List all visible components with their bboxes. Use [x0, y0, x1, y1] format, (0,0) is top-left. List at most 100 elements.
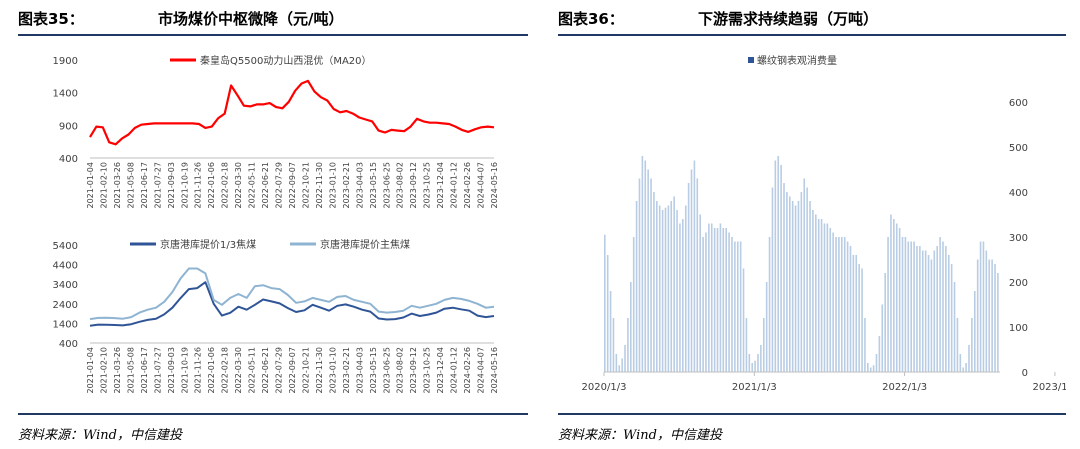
- bar: [725, 228, 727, 372]
- x-tick-label: 2024-05-16: [490, 347, 499, 394]
- bar: [615, 354, 618, 372]
- legend-label-0: 螺纹钢表观消费量: [757, 54, 837, 67]
- bar: [618, 365, 621, 372]
- legend-swatch-0: [748, 57, 754, 63]
- bar: [924, 250, 927, 372]
- thermal-coal-price-chart: 400 900 1400 1900 2021-01-04 2021-02-10 2021-0…: [53, 54, 499, 209]
- y-tick-label: 400: [59, 154, 78, 165]
- x-tick-label: 2023-04-03: [355, 162, 364, 209]
- x-tick-label: 2023-05-15: [369, 347, 378, 394]
- bar: [705, 232, 707, 372]
- bar: [661, 210, 664, 372]
- bar: [939, 237, 941, 372]
- bar: [921, 250, 924, 372]
- x-tick-label: 2021-07-27: [153, 347, 162, 394]
- bar: [687, 183, 690, 372]
- bar: [895, 223, 898, 372]
- x-tick-label: 2023-10-25: [423, 162, 432, 209]
- bar: [693, 160, 696, 372]
- bar: [638, 178, 641, 372]
- y-tick-label: 2400: [53, 300, 78, 311]
- bar: [809, 201, 811, 372]
- y-tick-label: 300: [1009, 233, 1028, 244]
- y-tick-label: 600: [1009, 98, 1028, 109]
- bar: [682, 219, 684, 372]
- bar: [684, 205, 687, 372]
- x-tick-label: 2023-02-21: [342, 347, 351, 394]
- bar: [950, 264, 953, 372]
- y-tick-label: 400: [59, 339, 78, 350]
- x-tick-label: 2022-11-30: [315, 347, 324, 394]
- y-tick-label: 1900: [53, 56, 78, 67]
- bar: [812, 210, 814, 372]
- x-tick-label: 2021-06-17: [140, 347, 149, 394]
- bar: [728, 232, 730, 372]
- bar: [604, 234, 606, 372]
- x-tick-label: 2022-10-21: [301, 162, 310, 209]
- bar: [754, 360, 756, 372]
- bar: [881, 304, 884, 372]
- x-tick-label: 2022-10-21: [301, 347, 310, 394]
- bar: [702, 237, 704, 372]
- bar: [783, 183, 785, 372]
- bar: [916, 246, 918, 372]
- x-tick-label: 2021-05-08: [126, 347, 135, 394]
- x-tick-label: 2022-01-06: [207, 347, 216, 394]
- bar: [670, 201, 673, 372]
- bar: [942, 241, 944, 372]
- x-tick-label: 2023-04-03: [355, 347, 364, 394]
- bar: [713, 228, 716, 372]
- bar: [829, 228, 832, 372]
- bar: [751, 363, 754, 372]
- bar: [656, 201, 658, 372]
- bar: [762, 318, 765, 372]
- bar: [621, 358, 623, 372]
- x-tick-label: 2023-08-02: [396, 162, 405, 209]
- y-tick-label: 0: [1022, 368, 1028, 379]
- bar: [742, 268, 745, 372]
- x-tick-label: 2023-01-10: [328, 347, 337, 394]
- legend-label-1: 京唐港库提价主焦煤: [320, 238, 410, 251]
- bar: [927, 255, 930, 372]
- y-tick-label: 3400: [53, 280, 78, 291]
- bar: [994, 264, 996, 372]
- x-tick-label: 2023-06-25: [382, 162, 391, 209]
- x-tick-label: 2021-03-26: [113, 347, 122, 394]
- right-bottom-rule: [558, 413, 1066, 415]
- bar: [953, 282, 956, 372]
- legend-label-0: 秦皇岛Q5500动力山西混优（MA20）: [200, 54, 372, 67]
- bar: [679, 223, 681, 372]
- bar: [815, 214, 817, 372]
- bar: [624, 345, 626, 372]
- bar: [627, 318, 629, 372]
- bar: [673, 196, 675, 372]
- x-tick-label: 2022-11-30: [315, 162, 324, 209]
- right-source-note: 资料来源：Wind，中信建投: [558, 428, 722, 443]
- bar: [780, 165, 782, 372]
- y-tick-label: 4400: [53, 261, 78, 272]
- bar: [696, 178, 699, 372]
- x-tick-label: 2024-02-26: [463, 162, 472, 209]
- bar: [985, 250, 988, 372]
- bar: [907, 241, 910, 372]
- x-tick-label: 2022-05-11: [248, 162, 257, 209]
- x-tick-label: 2022/1/3: [882, 382, 927, 393]
- x-tick-label: 2023-09-12: [409, 162, 418, 209]
- x-tick-label: 2022-09-07: [288, 162, 297, 209]
- bar: [667, 205, 670, 372]
- x-tick-label: 2023-12-04: [436, 347, 445, 394]
- coking-coal-price-chart: 400 1400 2400 3400 4400 5400 2021-01-04 2021-02…: [53, 238, 499, 394]
- bar: [644, 160, 647, 372]
- bar: [771, 187, 774, 372]
- x-tick-label: 2021-09-03: [167, 347, 176, 394]
- bar: [869, 367, 872, 372]
- bar: [864, 318, 866, 372]
- bar: [690, 169, 693, 372]
- right-figure-number: 图表36：: [558, 10, 624, 28]
- bar: [904, 237, 907, 372]
- y-tick-label: 1400: [53, 89, 78, 100]
- bar: [887, 237, 889, 372]
- x-tick-label: 2024-05-16: [490, 162, 499, 209]
- bar: [794, 205, 797, 372]
- bar: [843, 237, 846, 372]
